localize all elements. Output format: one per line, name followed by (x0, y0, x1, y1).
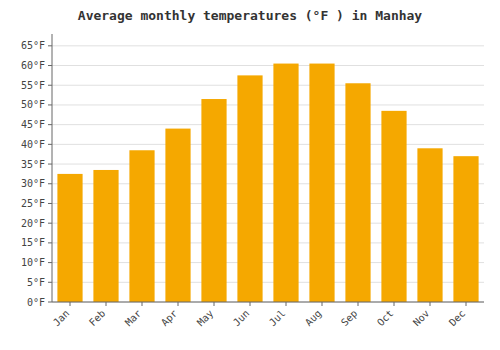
chart-container: Average monthly temperatures (°F ) in Ma… (0, 0, 500, 350)
chart-svg: Average monthly temperatures (°F ) in Ma… (0, 0, 500, 350)
y-tick (48, 262, 52, 263)
y-tick (48, 223, 52, 224)
x-tick-label: Sep (339, 308, 360, 329)
x-tick (106, 302, 107, 306)
x-tick-label: Jan (51, 308, 72, 329)
bar (237, 75, 262, 302)
grid-line (52, 104, 484, 105)
y-tick (48, 282, 52, 283)
x-tick-label: Aug (303, 308, 324, 329)
x-tick-label: Jun (231, 308, 252, 329)
x-tick (430, 302, 431, 306)
x-tick-label: Mar (123, 308, 144, 329)
grid-line (52, 85, 484, 86)
x-tick (322, 302, 323, 306)
chart-title: Average monthly temperatures (°F ) in Ma… (78, 8, 423, 23)
y-tick-label: 45°F (21, 119, 45, 130)
y-axis-line (52, 34, 53, 302)
y-tick-label: 0°F (27, 297, 45, 308)
y-tick-label: 5°F (27, 277, 45, 288)
bar (381, 111, 406, 302)
bar (129, 150, 154, 302)
y-tick-label: 25°F (21, 198, 45, 209)
x-tick-label: Feb (87, 308, 108, 329)
y-tick-label: 65°F (21, 40, 45, 51)
y-tick (48, 302, 52, 303)
y-tick (48, 45, 52, 46)
y-tick (48, 104, 52, 105)
grid-line (52, 45, 484, 46)
y-tick-label: 35°F (21, 159, 45, 170)
grid-line (52, 144, 484, 145)
y-tick-label: 15°F (21, 237, 45, 248)
y-tick-label: 50°F (21, 99, 45, 110)
bar (273, 64, 298, 302)
x-tick-label: Jul (267, 308, 288, 329)
y-tick-label: 10°F (21, 257, 45, 268)
y-tick (48, 164, 52, 165)
x-tick (142, 302, 143, 306)
x-tick (466, 302, 467, 306)
x-tick-label: Apr (159, 308, 180, 329)
y-tick (48, 242, 52, 243)
y-tick (48, 203, 52, 204)
bar (309, 64, 334, 302)
x-tick (394, 302, 395, 306)
grid-line (52, 65, 484, 66)
bar (201, 99, 226, 302)
bar (165, 129, 190, 302)
x-tick (286, 302, 287, 306)
grid-line (52, 302, 484, 303)
y-tick-label: 30°F (21, 178, 45, 189)
y-tick-label: 60°F (21, 60, 45, 71)
x-tick (178, 302, 179, 306)
bar (453, 156, 478, 302)
y-tick-label: 55°F (21, 80, 45, 91)
bar (93, 170, 118, 302)
y-grid (52, 46, 484, 302)
y-tick (48, 124, 52, 125)
x-tick-label: Nov (411, 308, 432, 329)
y-tick-label: 20°F (21, 218, 45, 229)
bar (345, 83, 370, 302)
bar (417, 148, 442, 302)
x-tick (214, 302, 215, 306)
grid-line (52, 124, 484, 125)
x-tick (358, 302, 359, 306)
x-tick-label: Dec (447, 308, 468, 329)
x-tick-label: Oct (375, 308, 396, 329)
y-tick (48, 144, 52, 145)
x-tick-label: May (195, 308, 216, 329)
y-tick (48, 85, 52, 86)
y-tick (48, 183, 52, 184)
y-tick (48, 65, 52, 66)
bar (57, 174, 82, 302)
x-tick (250, 302, 251, 306)
bars (57, 64, 478, 302)
y-tick-label: 40°F (21, 139, 45, 150)
x-tick (70, 302, 71, 306)
x-axis-line (52, 302, 484, 303)
